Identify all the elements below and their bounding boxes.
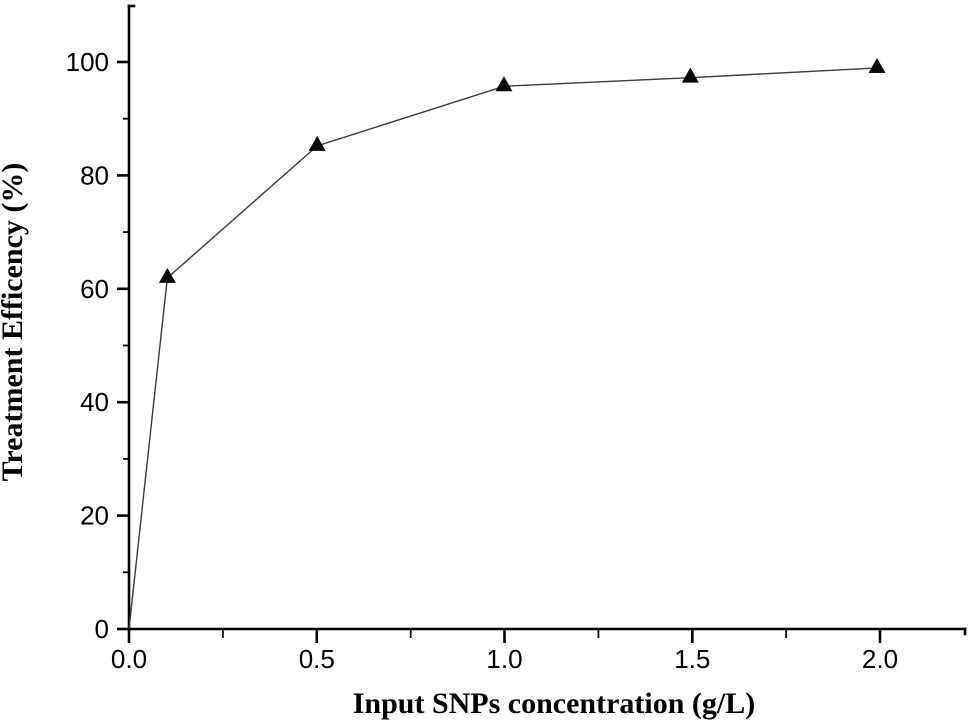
svg-text:0.5: 0.5 <box>299 644 335 674</box>
svg-text:20: 20 <box>80 501 109 531</box>
svg-text:Input SNPs concentration (g/L): Input SNPs concentration (g/L) <box>353 687 756 720</box>
svg-text:40: 40 <box>80 387 109 417</box>
svg-text:100: 100 <box>66 47 109 77</box>
svg-text:1.5: 1.5 <box>674 644 710 674</box>
svg-text:60: 60 <box>80 274 109 304</box>
svg-text:1.0: 1.0 <box>486 644 522 674</box>
svg-text:80: 80 <box>80 160 109 190</box>
svg-text:Treatment Efficency (%): Treatment Efficency (%) <box>0 163 29 482</box>
svg-text:0.0: 0.0 <box>111 644 147 674</box>
svg-text:0: 0 <box>95 614 109 644</box>
svg-text:2.0: 2.0 <box>862 644 898 674</box>
